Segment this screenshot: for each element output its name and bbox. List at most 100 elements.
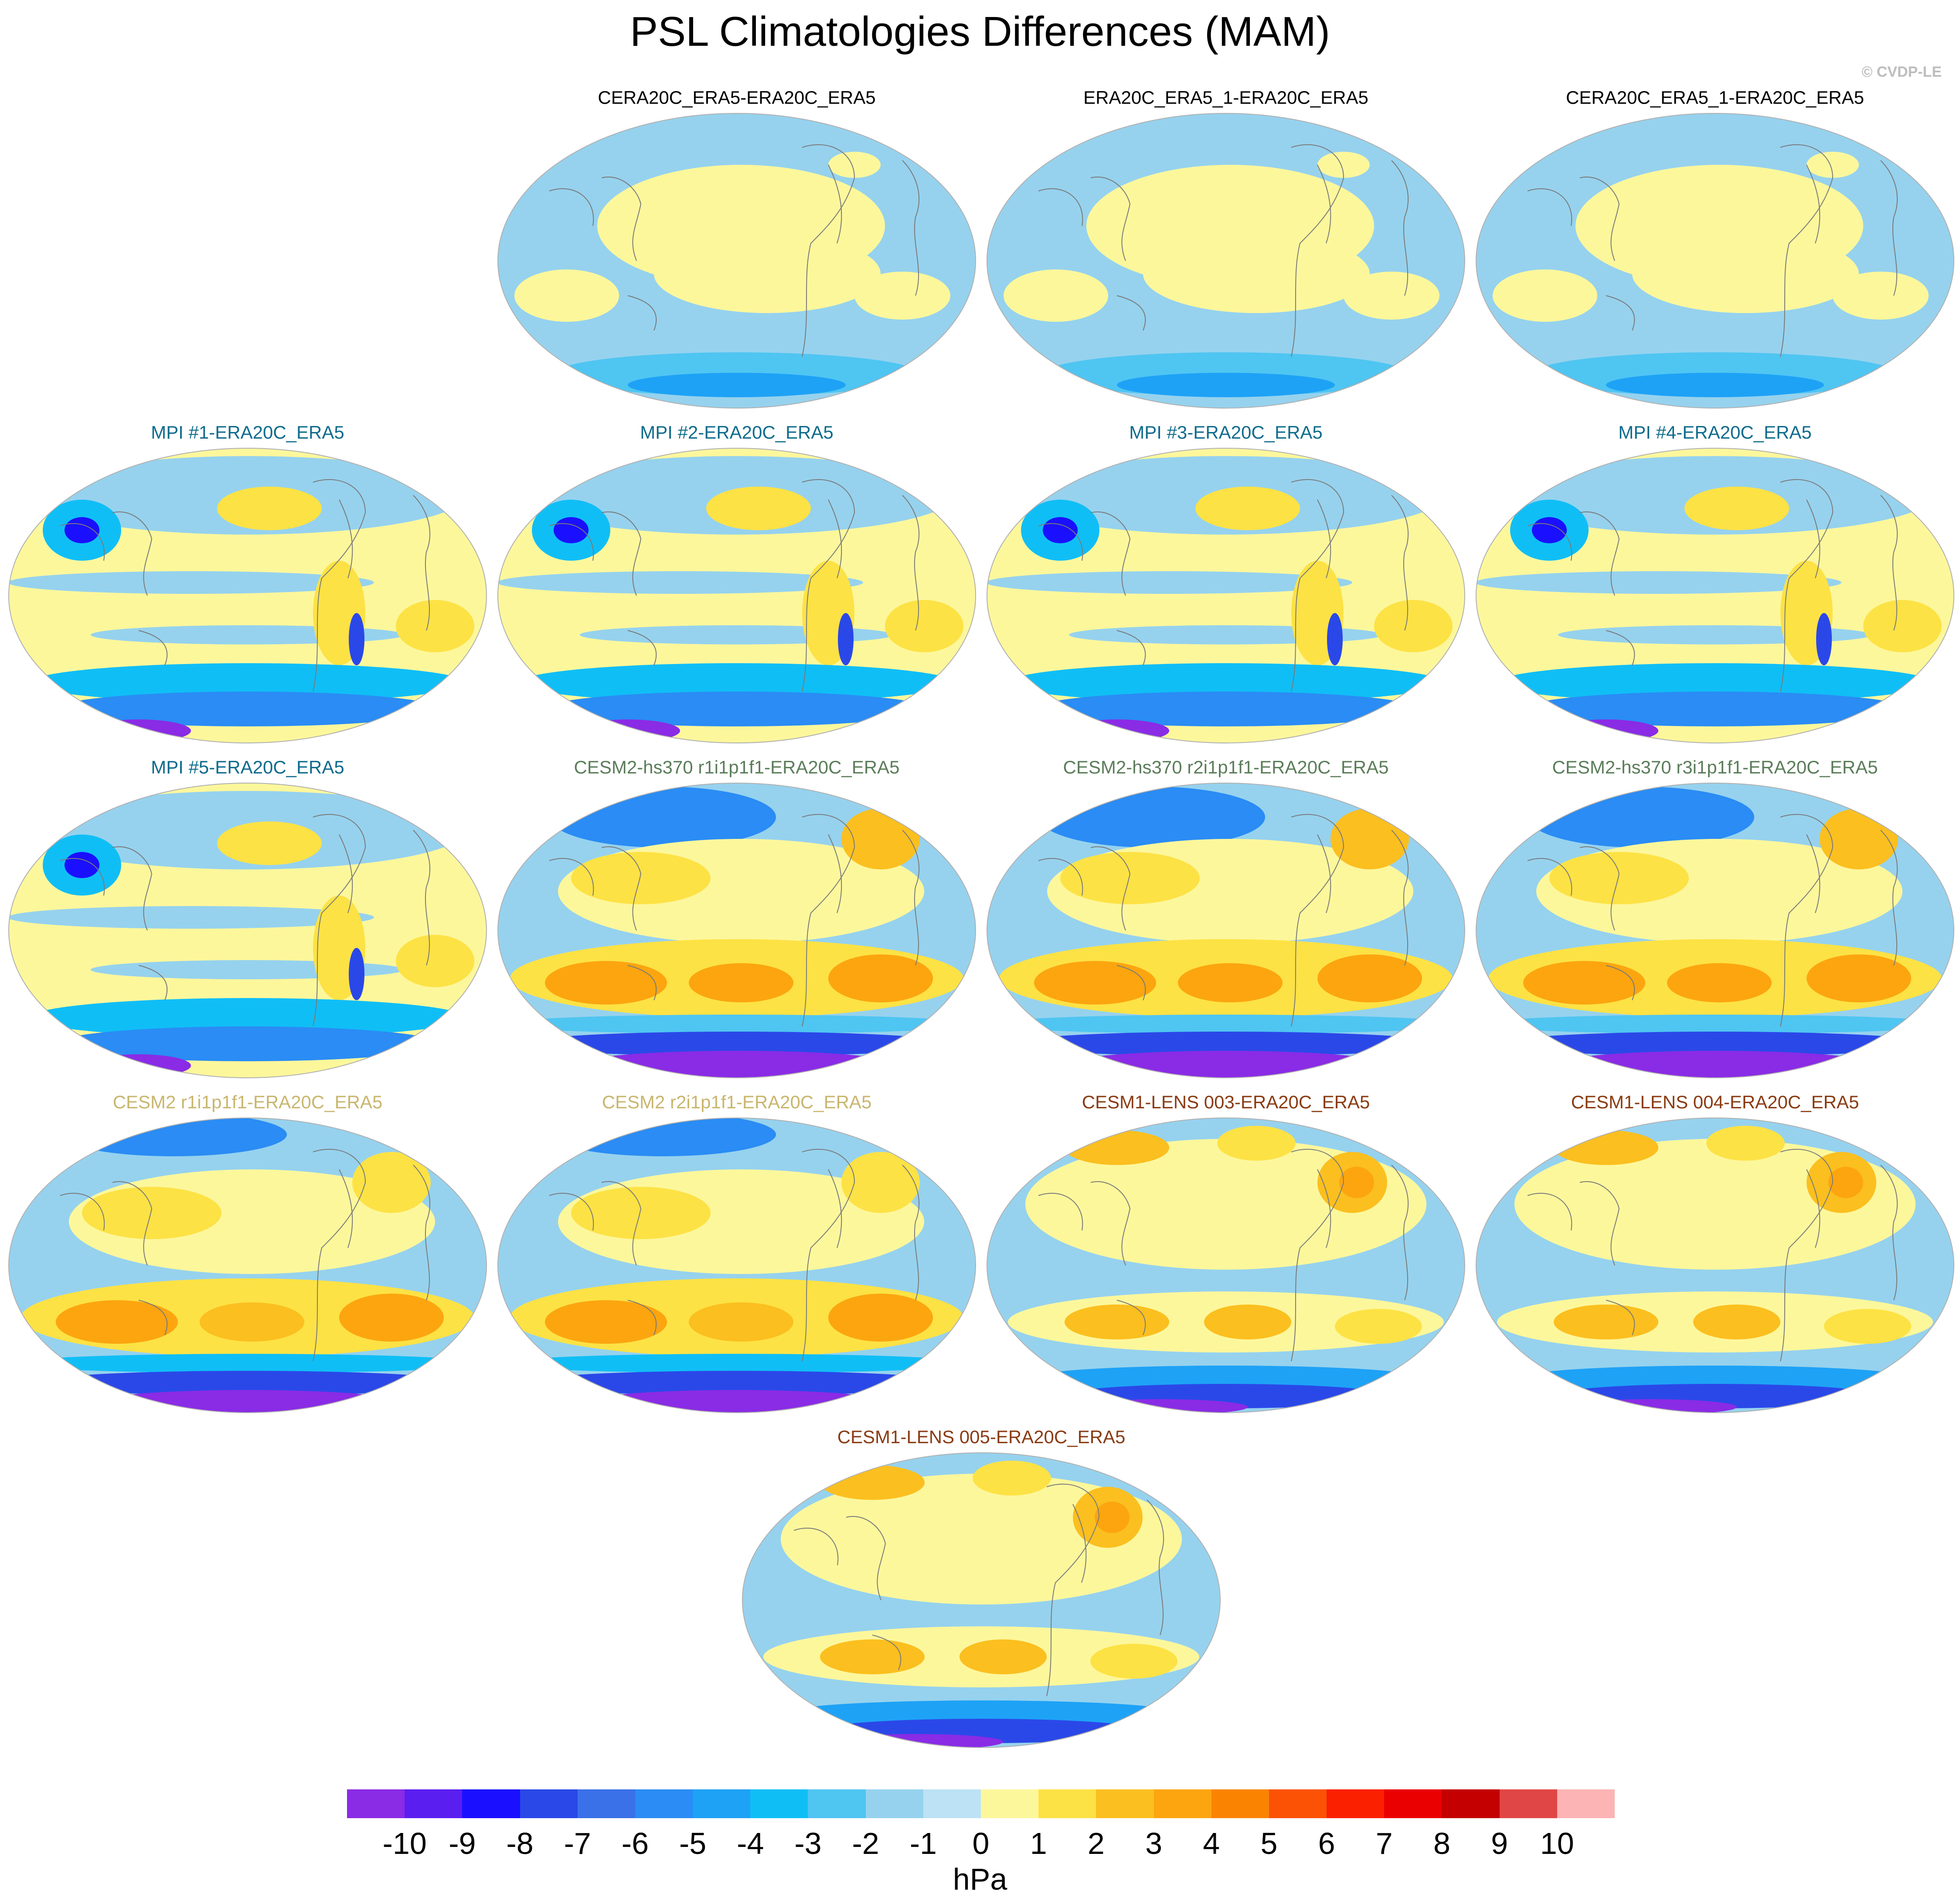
coastline [1579,511,1620,596]
coastline [1090,177,1131,261]
psl-contour [1828,1167,1863,1198]
psl-contour [1374,600,1453,652]
panel-title: CESM1-LENS 004-ERA20C_ERA5 [1571,1092,1859,1112]
coastline [828,499,842,579]
panel-title: CERA20C_ERA5_1-ERA20C_ERA5 [1566,87,1864,108]
coastline [1116,965,1146,1001]
coastline [112,1181,153,1266]
map-border [497,113,976,409]
psl-contour [349,948,364,1000]
psl-contour [554,517,589,543]
colorbar-tick-label: 5 [1260,1826,1278,1860]
psl-contour [571,852,711,904]
panel-title: CESM2-hs370 r3i1p1f1-ERA20C_ERA5 [1552,757,1878,777]
map-border [8,448,487,743]
coastline [902,160,919,296]
world-map [497,783,976,1078]
coastline [413,495,430,631]
psl-contour [217,487,322,530]
coastline [313,479,366,692]
psl-contour [841,808,920,869]
coastline [1780,814,1834,1027]
panel-title: CESM1-LENS 005-ERA20C_ERA5 [837,1427,1126,1447]
coastline [1291,814,1344,1027]
world-map [1476,448,1954,743]
map-panel: MPI #3-ERA20C_ERA5 [986,422,1466,745]
psl-contour [987,571,1352,594]
map-panel: MPI #4-ERA20C_ERA5 [1475,422,1955,745]
psl-contour [1204,1305,1291,1339]
coastline [1780,144,1834,357]
colorbar-unit: hPa [953,1862,1007,1896]
coastline [1806,499,1820,579]
coastline [1527,523,1572,561]
psl-contour [1497,1032,1933,1056]
map-border [987,1117,1465,1413]
map-border [1476,1117,1954,1413]
psl-contour [1004,269,1108,322]
coastline [627,965,657,1001]
psl-contour [1554,1130,1658,1165]
coastline [549,188,594,226]
colorbar-tick-label: 4 [1203,1826,1220,1860]
psl-contour [352,1152,431,1213]
psl-contour [1335,1309,1422,1344]
map-panel: CERA20C_ERA5_1-ERA20C_ERA5 [1475,87,1955,410]
psl-contour [885,600,963,652]
psl-contour [820,1465,925,1500]
world-map [987,783,1465,1078]
psl-contour [519,1371,955,1395]
coastline [339,1169,353,1248]
panel-title: CERA20C_ERA5-ERA20C_ERA5 [598,87,876,108]
map-border [742,1452,1221,1748]
map-border [987,113,1465,409]
psl-contour [545,1300,667,1344]
psl-contour [1554,719,1658,742]
psl-contour [30,1371,466,1395]
coastline [1880,495,1898,631]
colorbar-tick-label: 10 [1540,1826,1574,1860]
psl-contour [1514,1366,1916,1392]
world-map [497,1117,976,1413]
psl-contour [990,1015,1461,1034]
psl-contour [1330,808,1409,869]
world-map [497,448,976,743]
coastline [1291,144,1344,357]
panel-title: CESM2-hs370 r2i1p1f1-ERA20C_ERA5 [1063,757,1389,777]
coastline [1317,499,1331,579]
psl-contour [1317,954,1422,1002]
colorbar-swatch [462,1789,521,1818]
map-panel: CESM2 r1i1p1f1-ERA20C_ERA5 [8,1092,487,1414]
psl-contour [1476,571,1841,594]
psl-contour [571,1187,711,1239]
map-border [1476,113,1954,409]
coastline [1046,1483,1100,1697]
coastline [112,511,153,596]
psl-contour [501,1354,972,1373]
map-panel: CESM2-hs370 r2i1p1f1-ERA20C_ERA5 [986,757,1466,1080]
colorbar-swatch [577,1789,636,1818]
psl-contour [1344,272,1439,320]
map-panel: CERA20C_ERA5-ERA20C_ERA5 [497,87,977,410]
coastline [138,630,168,666]
coastline [902,495,919,631]
colorbar-tick-label: -4 [737,1826,764,1860]
colorbar-tick-label: 2 [1087,1826,1105,1860]
panel-title: MPI #4-ERA20C_ERA5 [1618,422,1812,443]
panel-title: CESM2 r1i1p1f1-ERA20C_ERA5 [112,1092,383,1112]
coastline [1038,858,1083,896]
panel-title: MPI #1-ERA20C_ERA5 [151,422,344,443]
psl-contour [1217,1126,1296,1161]
colorbar-swatch [1442,1789,1500,1818]
coastline [601,1181,642,1266]
coastline [902,1165,919,1301]
map-panel: CESM1-LENS 003-ERA20C_ERA5 [986,1092,1466,1414]
psl-contour [828,152,881,178]
map-border [497,448,976,743]
psl-contour [82,1187,221,1239]
coastline [549,858,594,896]
psl-contour [1034,692,1418,726]
coastline [1806,164,1820,244]
map-panel: CESM1-LENS 004-ERA20C_ERA5 [1475,1092,1955,1414]
map-border [497,783,976,1078]
